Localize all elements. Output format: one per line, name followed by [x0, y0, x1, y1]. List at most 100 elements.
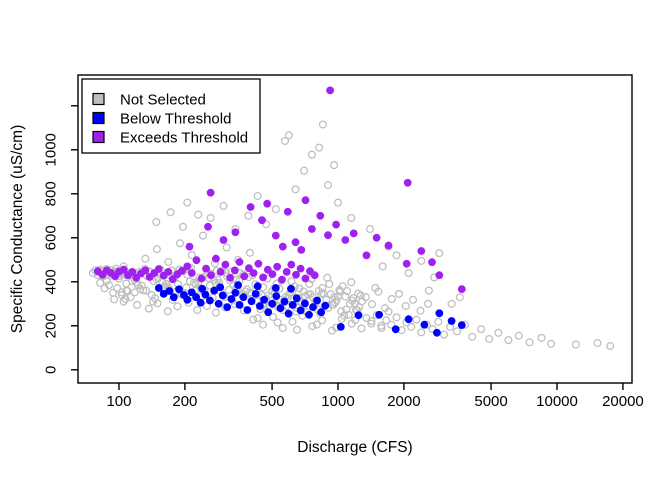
- data-point: [435, 271, 444, 280]
- data-point: [367, 300, 377, 309]
- data-point: [201, 290, 210, 299]
- data-point: [185, 242, 194, 251]
- data-point: [424, 299, 433, 308]
- data-point: [371, 283, 380, 293]
- data-point: [251, 290, 260, 298]
- data-point: [165, 287, 174, 295]
- data-point: [362, 251, 371, 260]
- data-point: [254, 259, 263, 268]
- data-point: [152, 217, 161, 227]
- data-point: [412, 315, 421, 324]
- data-point: [316, 211, 325, 220]
- data-point: [477, 325, 486, 334]
- data-point: [315, 143, 324, 152]
- series-exceeds-threshold: [93, 86, 466, 293]
- data-point: [235, 301, 244, 309]
- data-point: [230, 266, 239, 275]
- data-point: [273, 262, 282, 271]
- data-point: [169, 293, 178, 302]
- x-tick-label: 100: [106, 393, 131, 410]
- legend-swatch: [92, 92, 105, 106]
- data-point: [330, 161, 339, 170]
- data-point: [332, 220, 340, 229]
- data-point: [260, 295, 268, 304]
- data-point: [183, 198, 192, 207]
- y-tick-label: 600: [42, 225, 59, 250]
- data-point: [212, 254, 220, 263]
- data-point: [300, 166, 309, 175]
- data-point: [401, 301, 410, 311]
- data-point: [153, 299, 162, 308]
- data-point: [297, 246, 306, 254]
- data-point: [319, 289, 328, 298]
- data-point: [196, 298, 205, 307]
- data-point: [337, 314, 346, 323]
- data-point: [306, 290, 315, 299]
- data-point: [183, 262, 192, 271]
- data-point: [244, 211, 253, 220]
- data-point: [117, 288, 126, 297]
- data-point: [354, 289, 363, 298]
- data-point: [192, 293, 201, 302]
- data-point: [291, 185, 300, 194]
- data-point: [187, 269, 196, 277]
- data-point: [435, 309, 444, 318]
- data-point: [485, 334, 494, 344]
- data-point: [271, 231, 280, 240]
- data-point: [245, 264, 253, 273]
- data-point: [216, 268, 225, 276]
- data-point: [226, 273, 235, 282]
- data-point: [247, 297, 256, 306]
- data-point: [253, 282, 262, 291]
- data-point: [163, 307, 172, 316]
- data-point: [417, 247, 426, 255]
- data-point: [191, 280, 200, 289]
- data-point: [142, 286, 151, 295]
- data-point: [197, 274, 206, 283]
- data-point: [318, 316, 327, 325]
- data-point: [128, 268, 137, 276]
- data-point: [194, 210, 203, 219]
- data-point: [307, 150, 316, 159]
- data-point: [404, 315, 413, 324]
- data-point: [218, 291, 227, 300]
- data-point: [175, 239, 185, 248]
- data-point: [239, 293, 248, 302]
- data-point: [514, 331, 523, 340]
- data-point: [296, 306, 305, 315]
- data-point: [164, 268, 173, 276]
- data-point: [308, 225, 316, 233]
- data-point: [227, 295, 236, 303]
- data-point: [428, 258, 436, 267]
- data-point: [324, 231, 332, 240]
- data-point: [318, 283, 327, 293]
- data-point: [278, 275, 286, 284]
- data-point: [211, 308, 220, 317]
- data-point: [392, 251, 401, 260]
- data-point: [280, 136, 290, 146]
- data-point: [259, 273, 267, 282]
- data-point: [435, 249, 444, 258]
- data-point: [113, 283, 122, 293]
- data-point: [308, 322, 317, 331]
- data-point: [102, 276, 111, 285]
- data-point: [234, 281, 243, 289]
- data-point: [295, 284, 304, 293]
- data-point: [301, 299, 309, 308]
- data-point: [272, 292, 281, 300]
- data-point: [354, 311, 363, 320]
- data-point: [206, 188, 215, 197]
- data-point: [333, 198, 343, 207]
- data-point: [287, 284, 295, 293]
- data-point: [288, 317, 297, 326]
- data-point: [323, 180, 333, 190]
- data-point: [182, 283, 191, 292]
- data-point: [416, 306, 425, 315]
- data-point: [447, 299, 456, 308]
- data-point: [440, 330, 449, 339]
- data-point: [187, 250, 196, 260]
- data-point: [256, 302, 264, 310]
- x-tick-label: 2000: [387, 393, 420, 410]
- data-point: [198, 284, 207, 293]
